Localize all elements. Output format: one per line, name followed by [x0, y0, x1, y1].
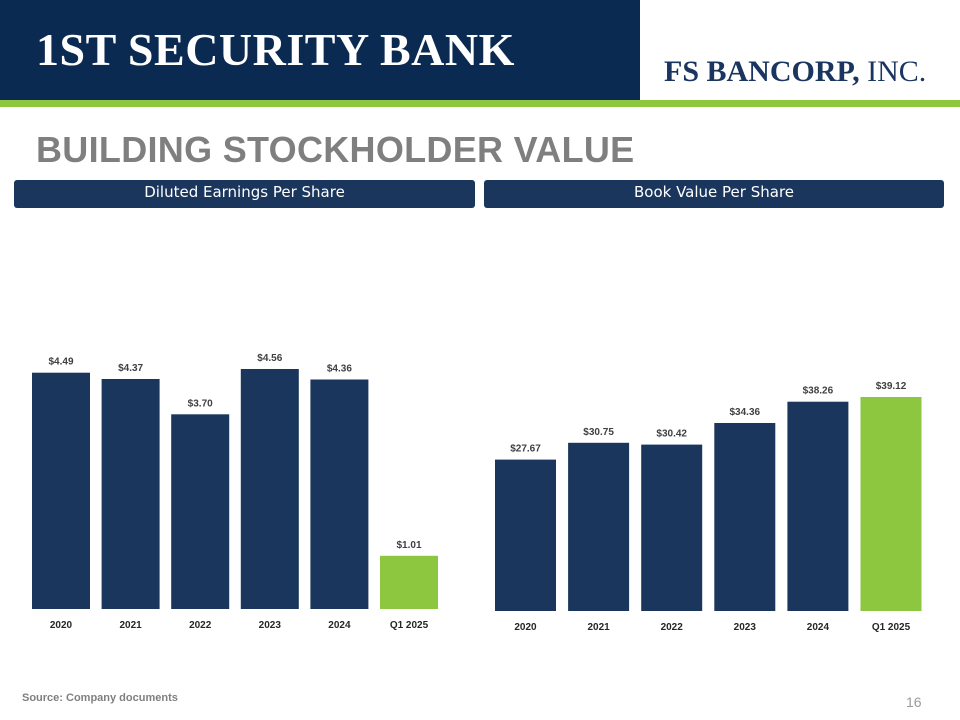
source-note: Source: Company documents: [22, 692, 178, 704]
eps-x-tick-label: Q1 2025: [390, 620, 429, 631]
eps-bar-q1-2025: [380, 555, 438, 609]
bvps-value-label: $34.36: [730, 407, 761, 418]
brand-logo-fs-bancorp: FS BANCORP, INC.: [664, 52, 926, 92]
bvps-x-tick-label: 2023: [734, 622, 757, 633]
eps-bar-2022: [171, 414, 230, 609]
bvps-value-label: $30.75: [583, 427, 614, 438]
bvps-chart-title: Book Value Per Share: [484, 180, 944, 208]
bvps-value-label: $39.12: [876, 381, 907, 392]
bvps-x-tick-label: 2020: [514, 622, 537, 633]
header-band: [0, 0, 640, 100]
bvps-bar-q1-2025: [860, 397, 922, 611]
eps-value-label: $4.37: [118, 363, 143, 374]
bvps-bar-2022: [641, 444, 703, 611]
eps-value-label: $4.36: [327, 364, 352, 375]
page-number: 16: [906, 694, 922, 710]
bvps-bar-2020: [495, 459, 556, 611]
eps-bar-2023: [240, 369, 299, 609]
bvps-bar-2024: [787, 401, 849, 611]
brand-logo-fs-bancorp-name: FS BANCORP,: [664, 55, 860, 88]
eps-bar-2021: [101, 379, 160, 609]
header-right-panel: [640, 0, 960, 100]
eps-x-tick-label: 2022: [189, 620, 212, 631]
bvps-bar-2023: [714, 423, 776, 611]
bvps-x-tick-label: 2021: [587, 622, 610, 633]
eps-x-tick-label: 2020: [50, 620, 73, 631]
bvps-x-tick-label: 2024: [807, 622, 830, 633]
eps-x-tick-label: 2023: [259, 620, 282, 631]
eps-chart-title: Diluted Earnings Per Share: [14, 180, 475, 208]
eps-bar-2024: [310, 379, 369, 609]
eps-value-label: $1.01: [396, 540, 421, 551]
bvps-x-tick-label: Q1 2025: [872, 622, 911, 633]
eps-x-tick-label: 2021: [119, 620, 142, 631]
eps-value-label: $4.56: [257, 353, 282, 364]
header-accent-rule: [0, 100, 960, 107]
bvps-value-label: $27.67: [510, 444, 541, 455]
eps-value-label: $4.49: [48, 357, 73, 368]
eps-bar-2020: [32, 372, 90, 609]
page-title: BUILDING STOCKHOLDER VALUE: [36, 129, 635, 170]
bvps-value-label: $38.26: [803, 386, 834, 397]
bvps-x-tick-label: 2022: [661, 622, 684, 633]
bvps-value-label: $30.42: [656, 429, 687, 440]
eps-x-tick-label: 2024: [328, 620, 351, 631]
eps-value-label: $3.70: [188, 398, 213, 409]
brand-logo-fs-bancorp-suffix: INC.: [859, 55, 927, 88]
brand-logo-1st-security-bank: 1ST SECURITY BANK: [36, 24, 515, 75]
bvps-bar-2021: [568, 442, 630, 611]
